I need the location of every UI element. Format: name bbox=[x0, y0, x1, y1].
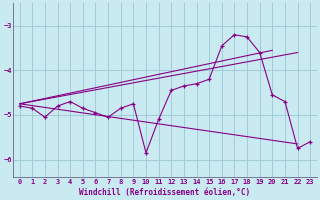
X-axis label: Windchill (Refroidissement éolien,°C): Windchill (Refroidissement éolien,°C) bbox=[79, 188, 251, 197]
